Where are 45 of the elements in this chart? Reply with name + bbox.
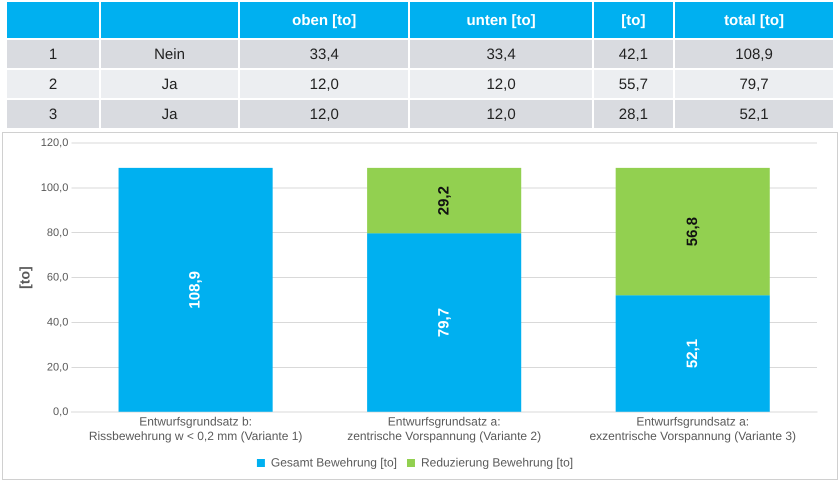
y-tick-label: 60,0 [46, 272, 68, 284]
y-tick-label: 20,0 [46, 361, 68, 374]
text: 12,0 [486, 76, 516, 92]
y-tick-label: 80,0 [46, 226, 68, 239]
text: 12,0 [310, 106, 339, 122]
text: 12,0 [310, 76, 339, 92]
text: 52,1 [739, 106, 769, 122]
text: 12,0 [486, 106, 516, 122]
text: 55,7 [618, 76, 648, 92]
bar [616, 168, 770, 296]
data-label: 79,7 [435, 308, 452, 338]
bar [367, 233, 522, 412]
data-label: 108,9 [186, 271, 204, 309]
category-label: Ja [162, 106, 178, 122]
x-tick-label: Entwurfsgrundsatz a: zentrische Vorspannung (Variante 2) [347, 414, 542, 444]
data-label: 56,8 [684, 217, 701, 246]
legend-label: Reduzierung Bewehrung [to] [420, 455, 574, 470]
data-label: 29,2 [435, 186, 452, 216]
category-label: 3 [48, 106, 58, 122]
y-tick-label: 100,0 [40, 182, 68, 194]
text: 28,1 [618, 106, 648, 122]
category-label: total [to] [675, 2, 833, 38]
text: 33,4 [486, 46, 516, 62]
bar [616, 295, 770, 412]
y-tick-label: 40,0 [46, 316, 68, 328]
y-tick-label: 120,0 [40, 137, 68, 150]
category-label: [to] [594, 2, 674, 38]
bar [118, 168, 273, 412]
category-label: 2 [48, 76, 58, 92]
data-label: 52,1 [684, 338, 701, 368]
y-tick-label: 0,0 [53, 406, 68, 418]
category-label: Nein [154, 46, 185, 62]
y-axis-title: [to] [16, 266, 32, 289]
category-label: unten [to] [410, 2, 592, 38]
x-tick-label: Entwurfsgrundsatz b: Rissbewehrung w < 0,2 mm (Variante 1) [88, 414, 302, 444]
bar [367, 168, 522, 234]
category-label: oben [to] [240, 2, 408, 38]
text: 79,7 [739, 76, 769, 92]
legend-label: Gesamt Bewehrung [to] [270, 455, 397, 470]
x-tick-label: Entwurfsgrundsatz a: exzentrische Vorspannung (Variante 3) [589, 414, 796, 444]
text: 33,4 [310, 46, 339, 62]
text: 42,1 [618, 46, 648, 62]
category-label: 1 [48, 46, 58, 62]
text: 108,9 [735, 46, 773, 62]
category-label: Ja [162, 76, 178, 92]
